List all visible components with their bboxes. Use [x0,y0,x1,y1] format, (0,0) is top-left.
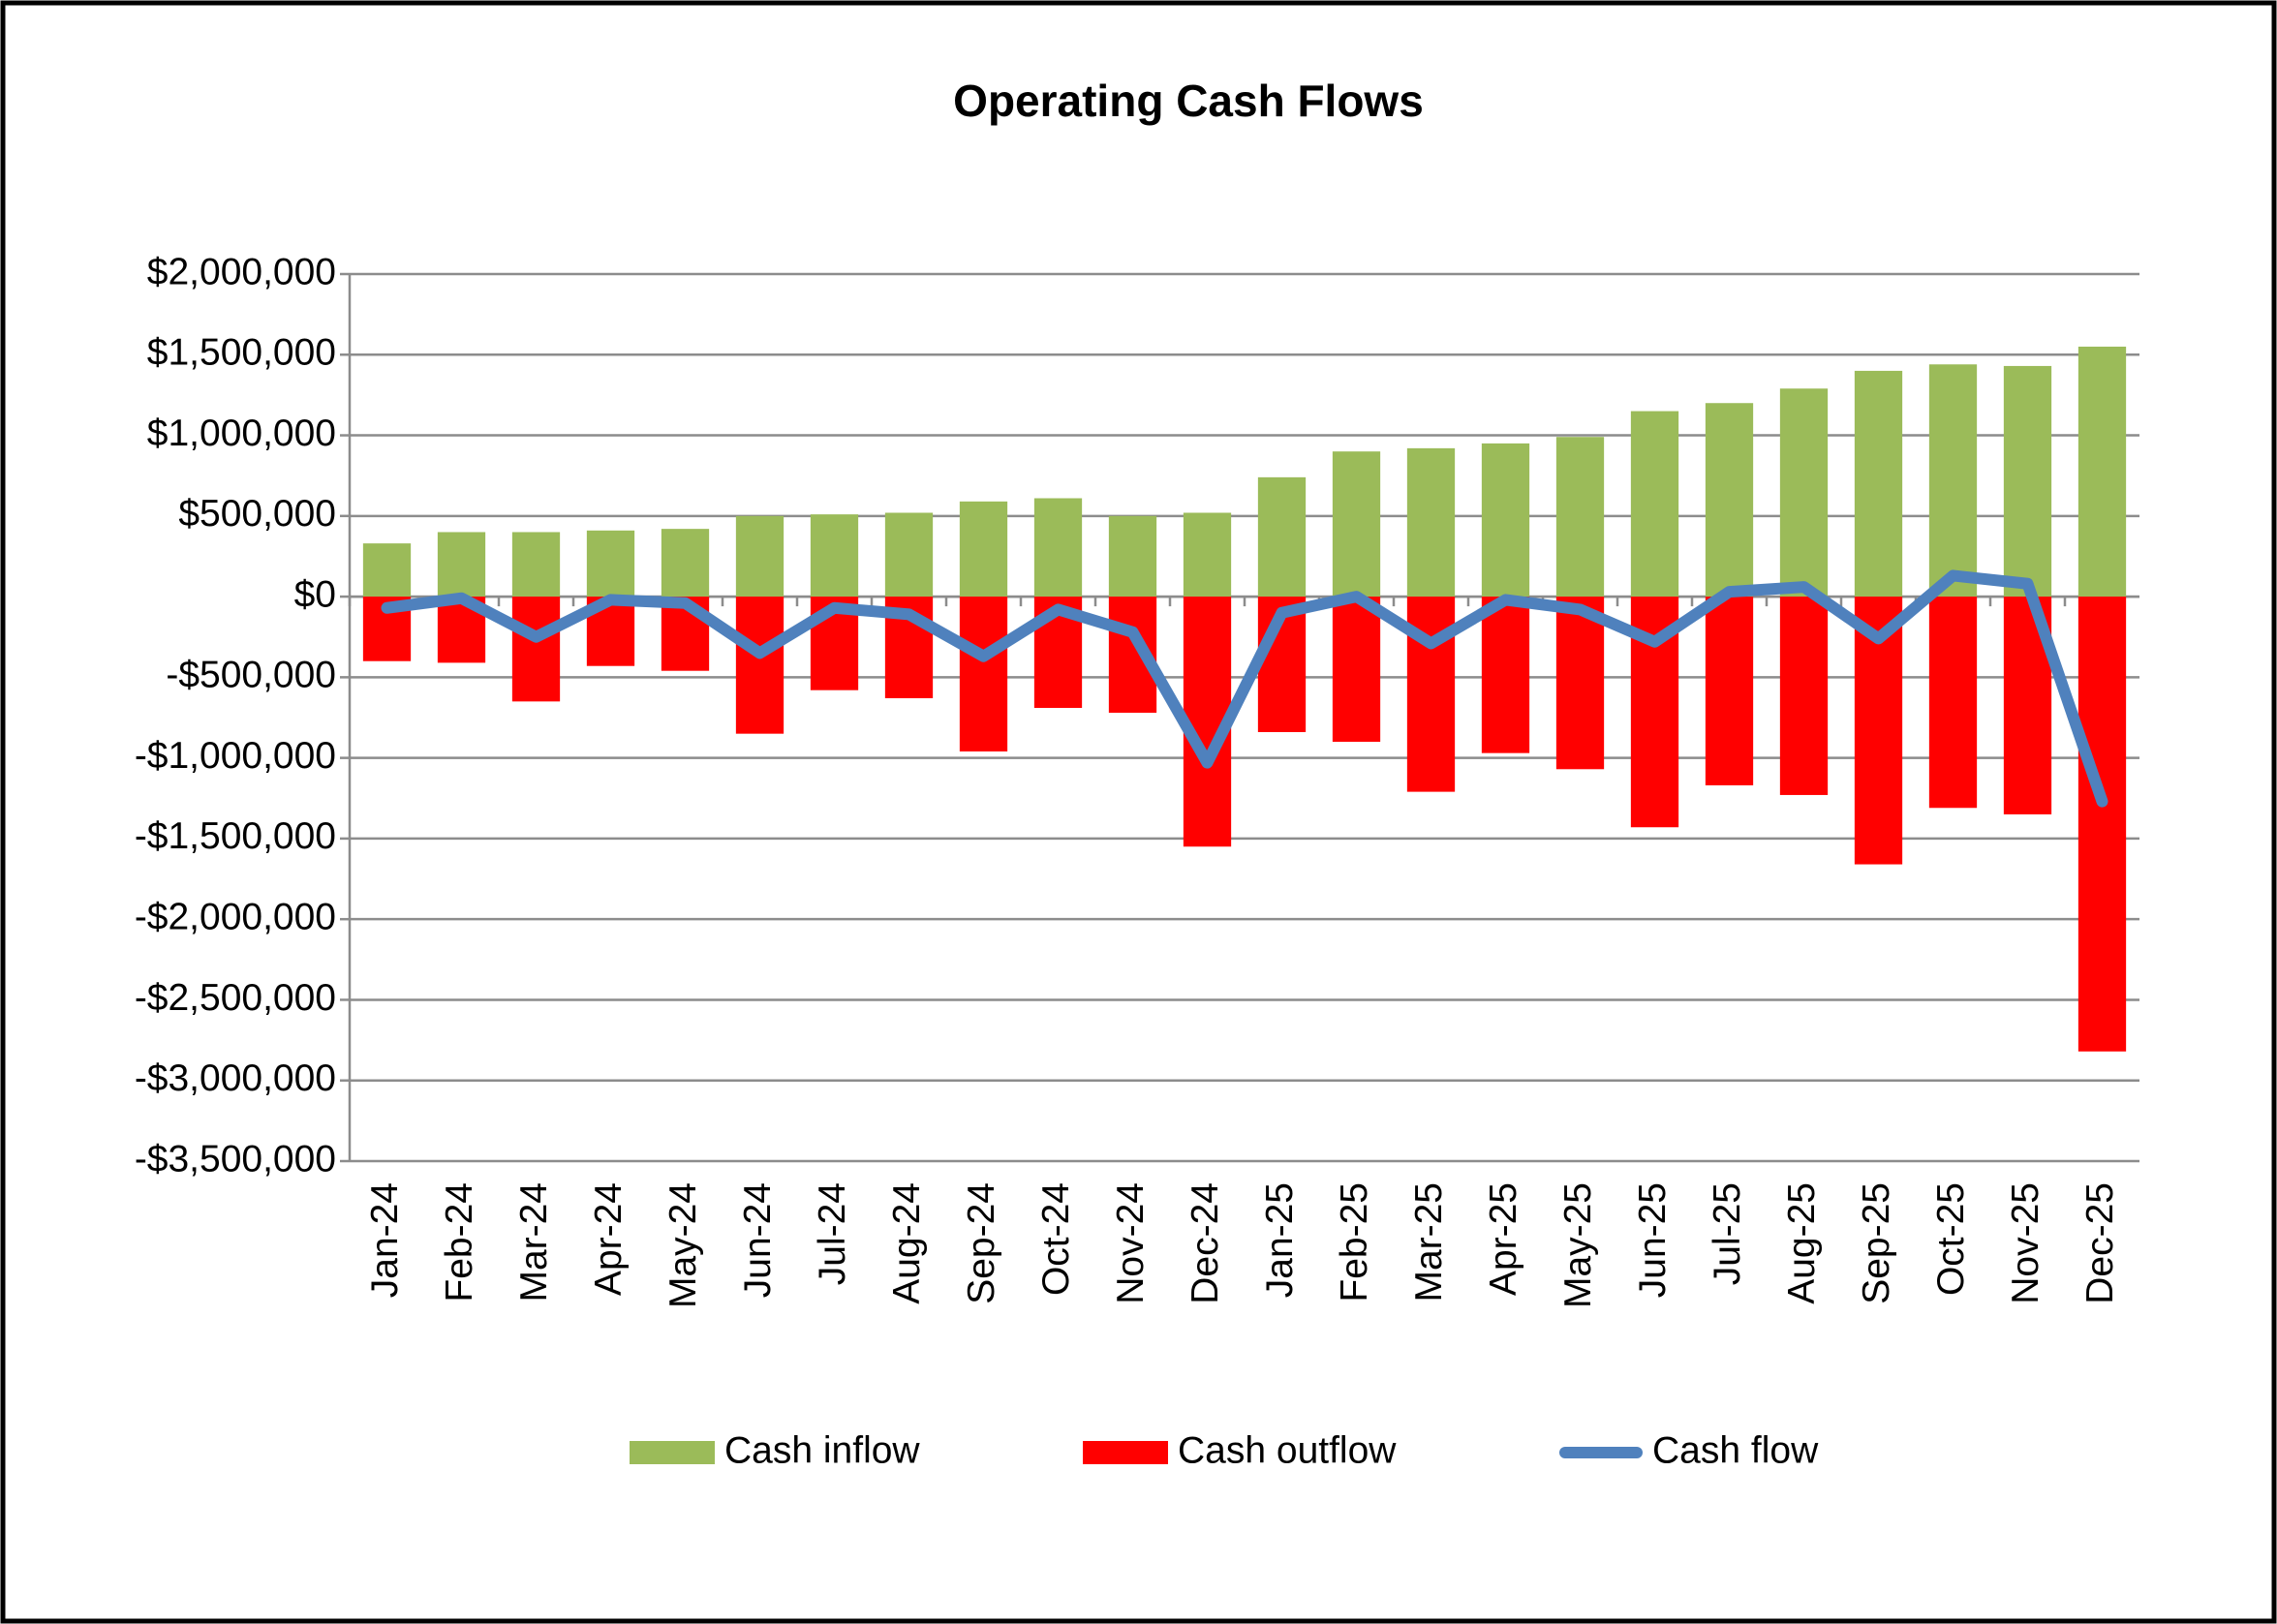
bar [1257,476,1307,598]
x-tick-label: Feb-24 [439,1182,480,1302]
bar [2077,597,2127,1052]
y-tick-label: -$3,000,000 [135,1057,336,1099]
bar [1183,512,1232,598]
y-tick-label: $1,000,000 [147,413,336,454]
bar [1555,597,1605,770]
y-tick-label: -$500,000 [166,655,336,696]
bar [1928,364,1978,598]
bar [437,532,486,598]
legend-label: Cash flow [1652,1429,1819,1471]
bar [586,530,635,598]
bar [1481,597,1530,753]
bar [2003,365,2052,598]
x-tick-label: Oct-25 [1930,1182,1972,1296]
x-tick-label: Mar-24 [513,1182,555,1302]
x-tick-label: Dec-24 [1185,1182,1226,1304]
bar [1481,443,1530,598]
x-tick-label: Dec-25 [2079,1182,2121,1304]
legend-label: Cash inflow [724,1429,920,1471]
x-tick-label: Jul-25 [1707,1182,1748,1285]
x-tick-label: Jun-24 [737,1182,779,1298]
y-tick-label: -$3,500,000 [135,1138,336,1180]
x-tick-label: Mar-25 [1408,1182,1450,1302]
x-tick-label: Aug-24 [886,1182,928,1304]
legend-label: Cash outflow [1178,1429,1397,1471]
x-tick-label: May-25 [1557,1182,1599,1308]
x-tick-label: Nov-25 [2005,1182,2046,1304]
bar [1705,403,1754,598]
bar [1406,597,1456,792]
legend-swatch [1083,1441,1168,1464]
y-tick-label: $2,000,000 [147,251,336,292]
bar [511,597,561,702]
bar [1332,451,1381,598]
bar [810,514,859,598]
bar [735,597,785,734]
line [381,569,2108,808]
x-tick-label: May-24 [662,1182,704,1308]
bar [1705,597,1754,785]
bar [1779,597,1829,795]
x-tick-label: Nov-24 [1110,1182,1152,1304]
y-tick-label: -$2,000,000 [135,896,336,937]
x-tick-label: Jan-24 [364,1182,406,1298]
y-tick-label: -$1,500,000 [135,815,336,857]
bar [2077,346,2127,598]
x-tick-label: Sep-24 [961,1182,1002,1304]
bar [1108,515,1157,598]
bar [1033,498,1083,598]
y-tick-label: $1,500,000 [147,332,336,374]
x-tick-label: Sep-25 [1856,1182,1897,1304]
x-tick-label: Feb-25 [1334,1182,1375,1302]
bar [661,529,710,598]
x-tick-label: Oct-24 [1035,1182,1077,1296]
x-tick-label: Aug-25 [1781,1182,1823,1304]
x-tick-label: Jan-25 [1259,1182,1301,1298]
x-tick-label: Jul-24 [812,1182,853,1285]
x-tick-label: Apr-25 [1483,1182,1524,1296]
bar [1854,370,1903,598]
bar [511,532,561,598]
legend-swatch [630,1441,715,1464]
bar [362,543,412,598]
bar [959,501,1008,598]
bar [1630,411,1679,598]
bar [884,512,934,598]
bar [1779,388,1829,598]
bar [959,597,1008,751]
chart-title: Operating Cash Flows [953,76,1424,126]
bar [1406,447,1456,598]
bar [1928,597,1978,809]
y-tick-label: $500,000 [178,493,336,535]
y-tick-label: $0 [294,573,336,615]
y-tick-label: -$2,500,000 [135,977,336,1019]
bar [735,515,785,598]
y-tick-label: -$1,000,000 [135,735,336,777]
bar [1555,437,1605,598]
bar [1332,597,1381,742]
x-tick-label: Apr-24 [588,1182,630,1296]
x-tick-label: Jun-25 [1632,1182,1674,1298]
